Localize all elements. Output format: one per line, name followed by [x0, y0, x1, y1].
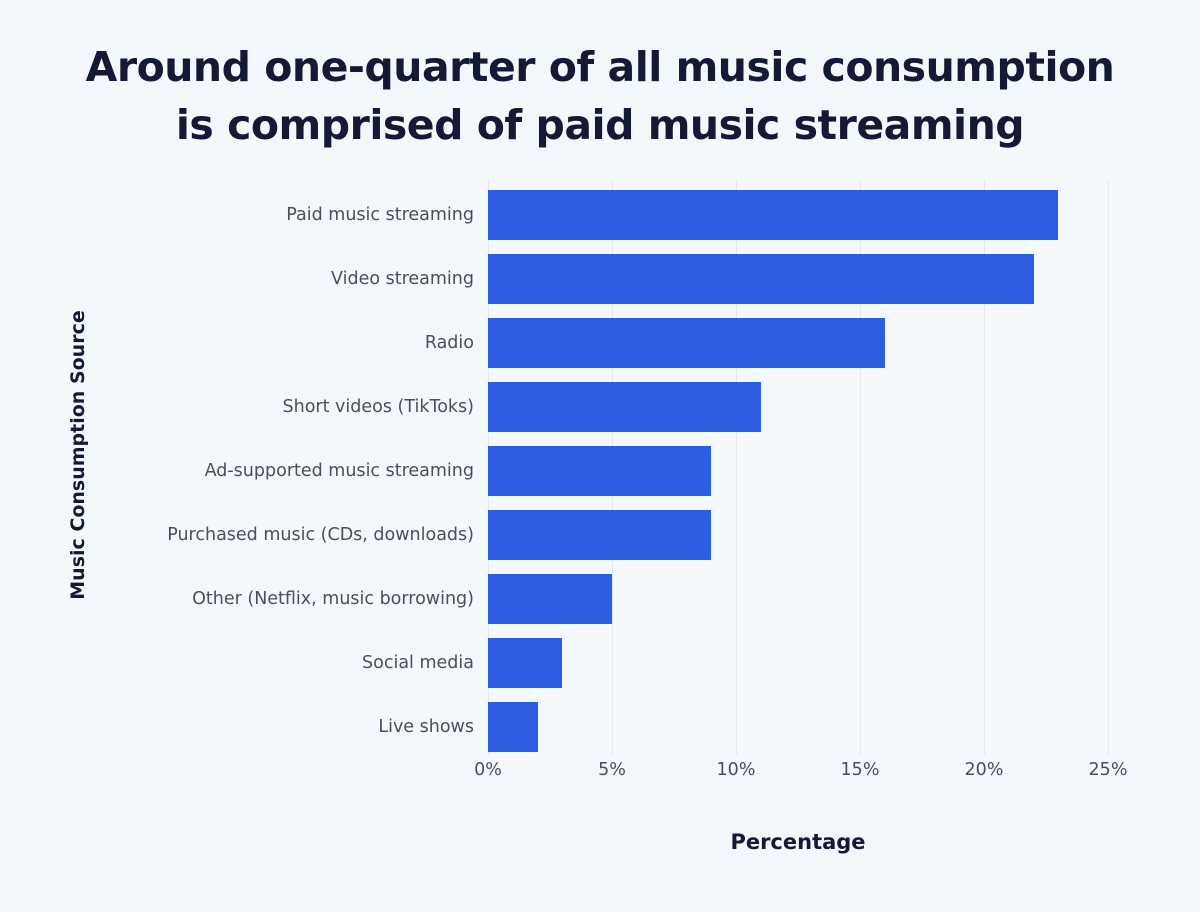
- bar: [488, 510, 712, 560]
- title-line-1: Around one-quarter of all music consumpt…: [85, 43, 1115, 91]
- gridline: [1108, 180, 1109, 755]
- x-tick-label: 15%: [840, 760, 880, 780]
- x-tick-label: 25%: [1088, 760, 1128, 780]
- bar: [488, 190, 1059, 240]
- gridline: [736, 180, 737, 755]
- bar: [488, 446, 712, 496]
- category-label: Paid music streaming: [286, 205, 474, 225]
- bar: [488, 638, 563, 688]
- category-label: Social media: [362, 653, 474, 673]
- x-axis-label: Percentage: [730, 830, 866, 854]
- category-label: Purchased music (CDs, downloads): [167, 525, 474, 545]
- bar: [488, 702, 538, 752]
- category-label: Short videos (TikToks): [282, 397, 474, 417]
- bar: [488, 574, 612, 624]
- x-tick-label: 5%: [598, 760, 626, 780]
- plot-area: [488, 180, 1128, 755]
- bar: [488, 382, 761, 432]
- x-tick-label: 0%: [474, 760, 502, 780]
- category-label: Ad-supported music streaming: [204, 461, 474, 481]
- category-label: Video streaming: [331, 269, 474, 289]
- category-label: Live shows: [378, 717, 474, 737]
- title-line-2: is comprised of paid music streaming: [175, 101, 1025, 149]
- bar: [488, 318, 885, 368]
- category-label: Radio: [424, 333, 474, 353]
- y-axis-label: Music Consumption Source: [67, 310, 89, 600]
- x-tick-label: 10%: [716, 760, 756, 780]
- category-label: Other (Netflix, music borrowing): [192, 589, 474, 609]
- bar: [488, 254, 1034, 304]
- gridline: [860, 180, 861, 755]
- x-tick-label: 20%: [964, 760, 1004, 780]
- chart-title: Around one-quarter of all music consumpt…: [0, 38, 1200, 154]
- gridline: [984, 180, 985, 755]
